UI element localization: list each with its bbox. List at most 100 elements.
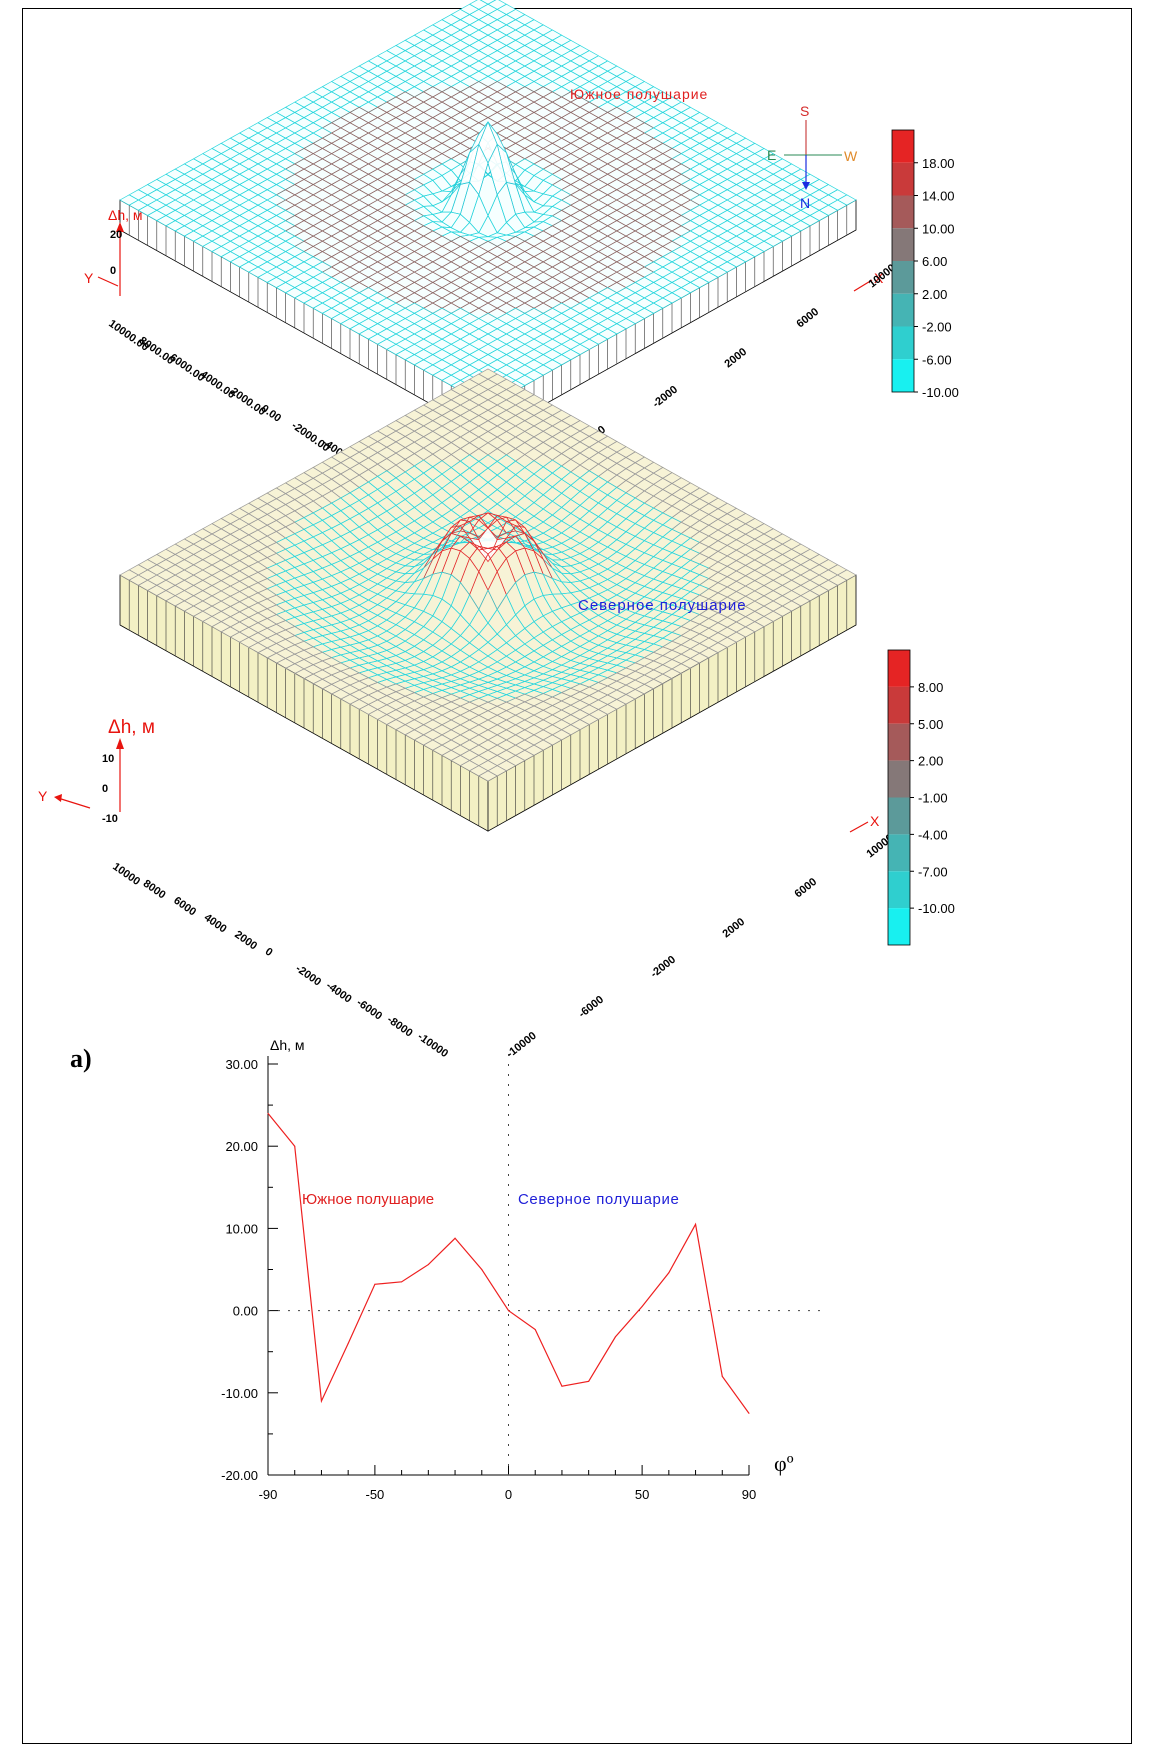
x-tick-label: -2000 xyxy=(648,954,678,981)
y-tick-label: -2000 xyxy=(293,963,323,989)
data-point xyxy=(748,1412,750,1414)
data-point xyxy=(588,1380,590,1382)
x-tick-label: 0 xyxy=(505,1487,512,1502)
colorbar-segment xyxy=(888,686,910,724)
colorbar-label: -6.00 xyxy=(922,352,952,367)
x-tick-label: -90 xyxy=(259,1487,278,1502)
x-axis-name: X xyxy=(874,270,884,286)
data-point xyxy=(320,1400,322,1402)
colorbar-label: 2.00 xyxy=(922,287,947,302)
colorbar-label: 14.00 xyxy=(922,189,955,204)
compass-w: W xyxy=(844,148,858,164)
x-axis xyxy=(853,279,873,292)
colorbar-segment xyxy=(888,797,910,835)
x-tick-label: -10000 xyxy=(504,1030,538,1061)
data-point xyxy=(561,1385,563,1387)
colorbar-label: 18.00 xyxy=(922,156,955,171)
y-axis-label: Δh, м xyxy=(270,1037,305,1053)
y-tick-label: 0.00 xyxy=(233,1304,258,1319)
colorbar-segment xyxy=(892,162,914,196)
y-tick-label: 30.00 xyxy=(225,1057,258,1072)
surface-chart-north: Северное полушарие Δh, м 10 0 -10 Y X 100008000… xyxy=(38,368,955,1061)
colorbar-segment xyxy=(888,908,910,945)
x-tick-label: 6000 xyxy=(794,306,821,331)
data-point xyxy=(347,1342,349,1344)
z-axis-label: Δh, м xyxy=(108,717,155,738)
y-tick-label: 0 xyxy=(263,946,275,959)
data-point xyxy=(481,1269,483,1270)
figure-frame xyxy=(22,8,1132,1744)
y-axis xyxy=(57,797,91,809)
colorbar-segment xyxy=(888,760,910,798)
data-point xyxy=(534,1329,536,1331)
colorbar-segment xyxy=(892,261,914,294)
surface-base xyxy=(120,368,856,782)
line-chart: 30.00 20.00 10.00 0.00 -10.00 -20.00-90 -50 0 50… xyxy=(221,1037,825,1502)
compass-rose: S N E W xyxy=(767,103,858,211)
panel-label: a) xyxy=(70,1044,92,1073)
x-tick-label: 2000 xyxy=(722,346,749,371)
colorbar-label: 10.00 xyxy=(922,221,955,236)
colorbar-south: 18.00 14.00 10.00 6.00 2.00 -2.00 -6.00 -10.00 xyxy=(891,129,959,400)
compass-e: E xyxy=(767,147,776,163)
z-tick-label: 10 xyxy=(102,753,114,765)
y-tick-label: 4000 xyxy=(202,912,229,936)
y-tick-label: 0.00 xyxy=(259,403,283,425)
y-tick-label: 2000 xyxy=(232,929,259,953)
y-tick-label: 8000 xyxy=(141,878,168,902)
y-tick-label: -8000 xyxy=(385,1014,415,1040)
colorbar-label: -2.00 xyxy=(922,320,952,335)
z-tick-label: 0 xyxy=(110,265,116,277)
y-axis-name: Y xyxy=(38,788,48,804)
data-point xyxy=(401,1281,403,1283)
colorbar-label: -10.00 xyxy=(922,385,959,400)
colorbar-segment xyxy=(892,293,914,327)
colorbar-label: 2.00 xyxy=(918,754,943,769)
z-tick-label: 20 xyxy=(110,229,122,241)
colorbar-label: -10.00 xyxy=(918,901,955,916)
compass-s: S xyxy=(800,103,809,119)
colorbar-segment xyxy=(892,195,914,229)
annotation-south: Южное полушарие xyxy=(302,1191,434,1208)
colorbar-segment xyxy=(892,130,914,163)
colorbar-label: 8.00 xyxy=(918,680,943,695)
colorbar-label: 5.00 xyxy=(918,717,943,732)
z-axis-label: Δh, м xyxy=(108,207,143,223)
compass-n: N xyxy=(800,195,810,211)
z-axis-arrow xyxy=(116,222,124,232)
y-tick-label: 10.00 xyxy=(225,1221,258,1236)
colorbar-segment xyxy=(892,326,914,360)
surface-base xyxy=(120,0,856,407)
x-tick-label: -6000 xyxy=(576,994,606,1021)
x-axis-label: φº xyxy=(774,1451,794,1476)
data-point xyxy=(641,1305,643,1307)
data-point xyxy=(721,1375,723,1377)
z-tick-label: -10 xyxy=(102,813,118,825)
x-tick-label: -2000 xyxy=(650,384,680,411)
colorbar-label: -1.00 xyxy=(918,791,948,806)
data-point xyxy=(427,1264,429,1266)
colorbar-segment xyxy=(888,650,910,687)
colorbar-segment xyxy=(892,359,914,392)
y-tick-label: -6000 xyxy=(354,997,384,1023)
colorbar-label: -4.00 xyxy=(918,827,948,842)
south-title: Южное полушарие xyxy=(570,86,708,102)
y-tick-label: -20.00 xyxy=(221,1468,258,1483)
data-point xyxy=(267,1112,269,1114)
mesh-cell xyxy=(478,770,498,782)
x-tick-label: -50 xyxy=(365,1487,384,1502)
data-point xyxy=(614,1336,616,1338)
y-tick-label: 10000 xyxy=(110,861,142,888)
data-point xyxy=(454,1237,456,1239)
y-axis-arrow xyxy=(54,794,62,802)
data-point xyxy=(294,1145,296,1147)
colorbar-segment xyxy=(888,834,910,872)
y-tick-label: -4000 xyxy=(324,980,354,1006)
colorbar-label: 6.00 xyxy=(922,254,947,269)
y-axis-name: Y xyxy=(84,270,94,286)
x-axis xyxy=(849,821,869,833)
colorbar-label: -7.00 xyxy=(918,864,948,879)
data-point xyxy=(374,1283,376,1285)
y-tick-label: 6000 xyxy=(171,895,198,919)
